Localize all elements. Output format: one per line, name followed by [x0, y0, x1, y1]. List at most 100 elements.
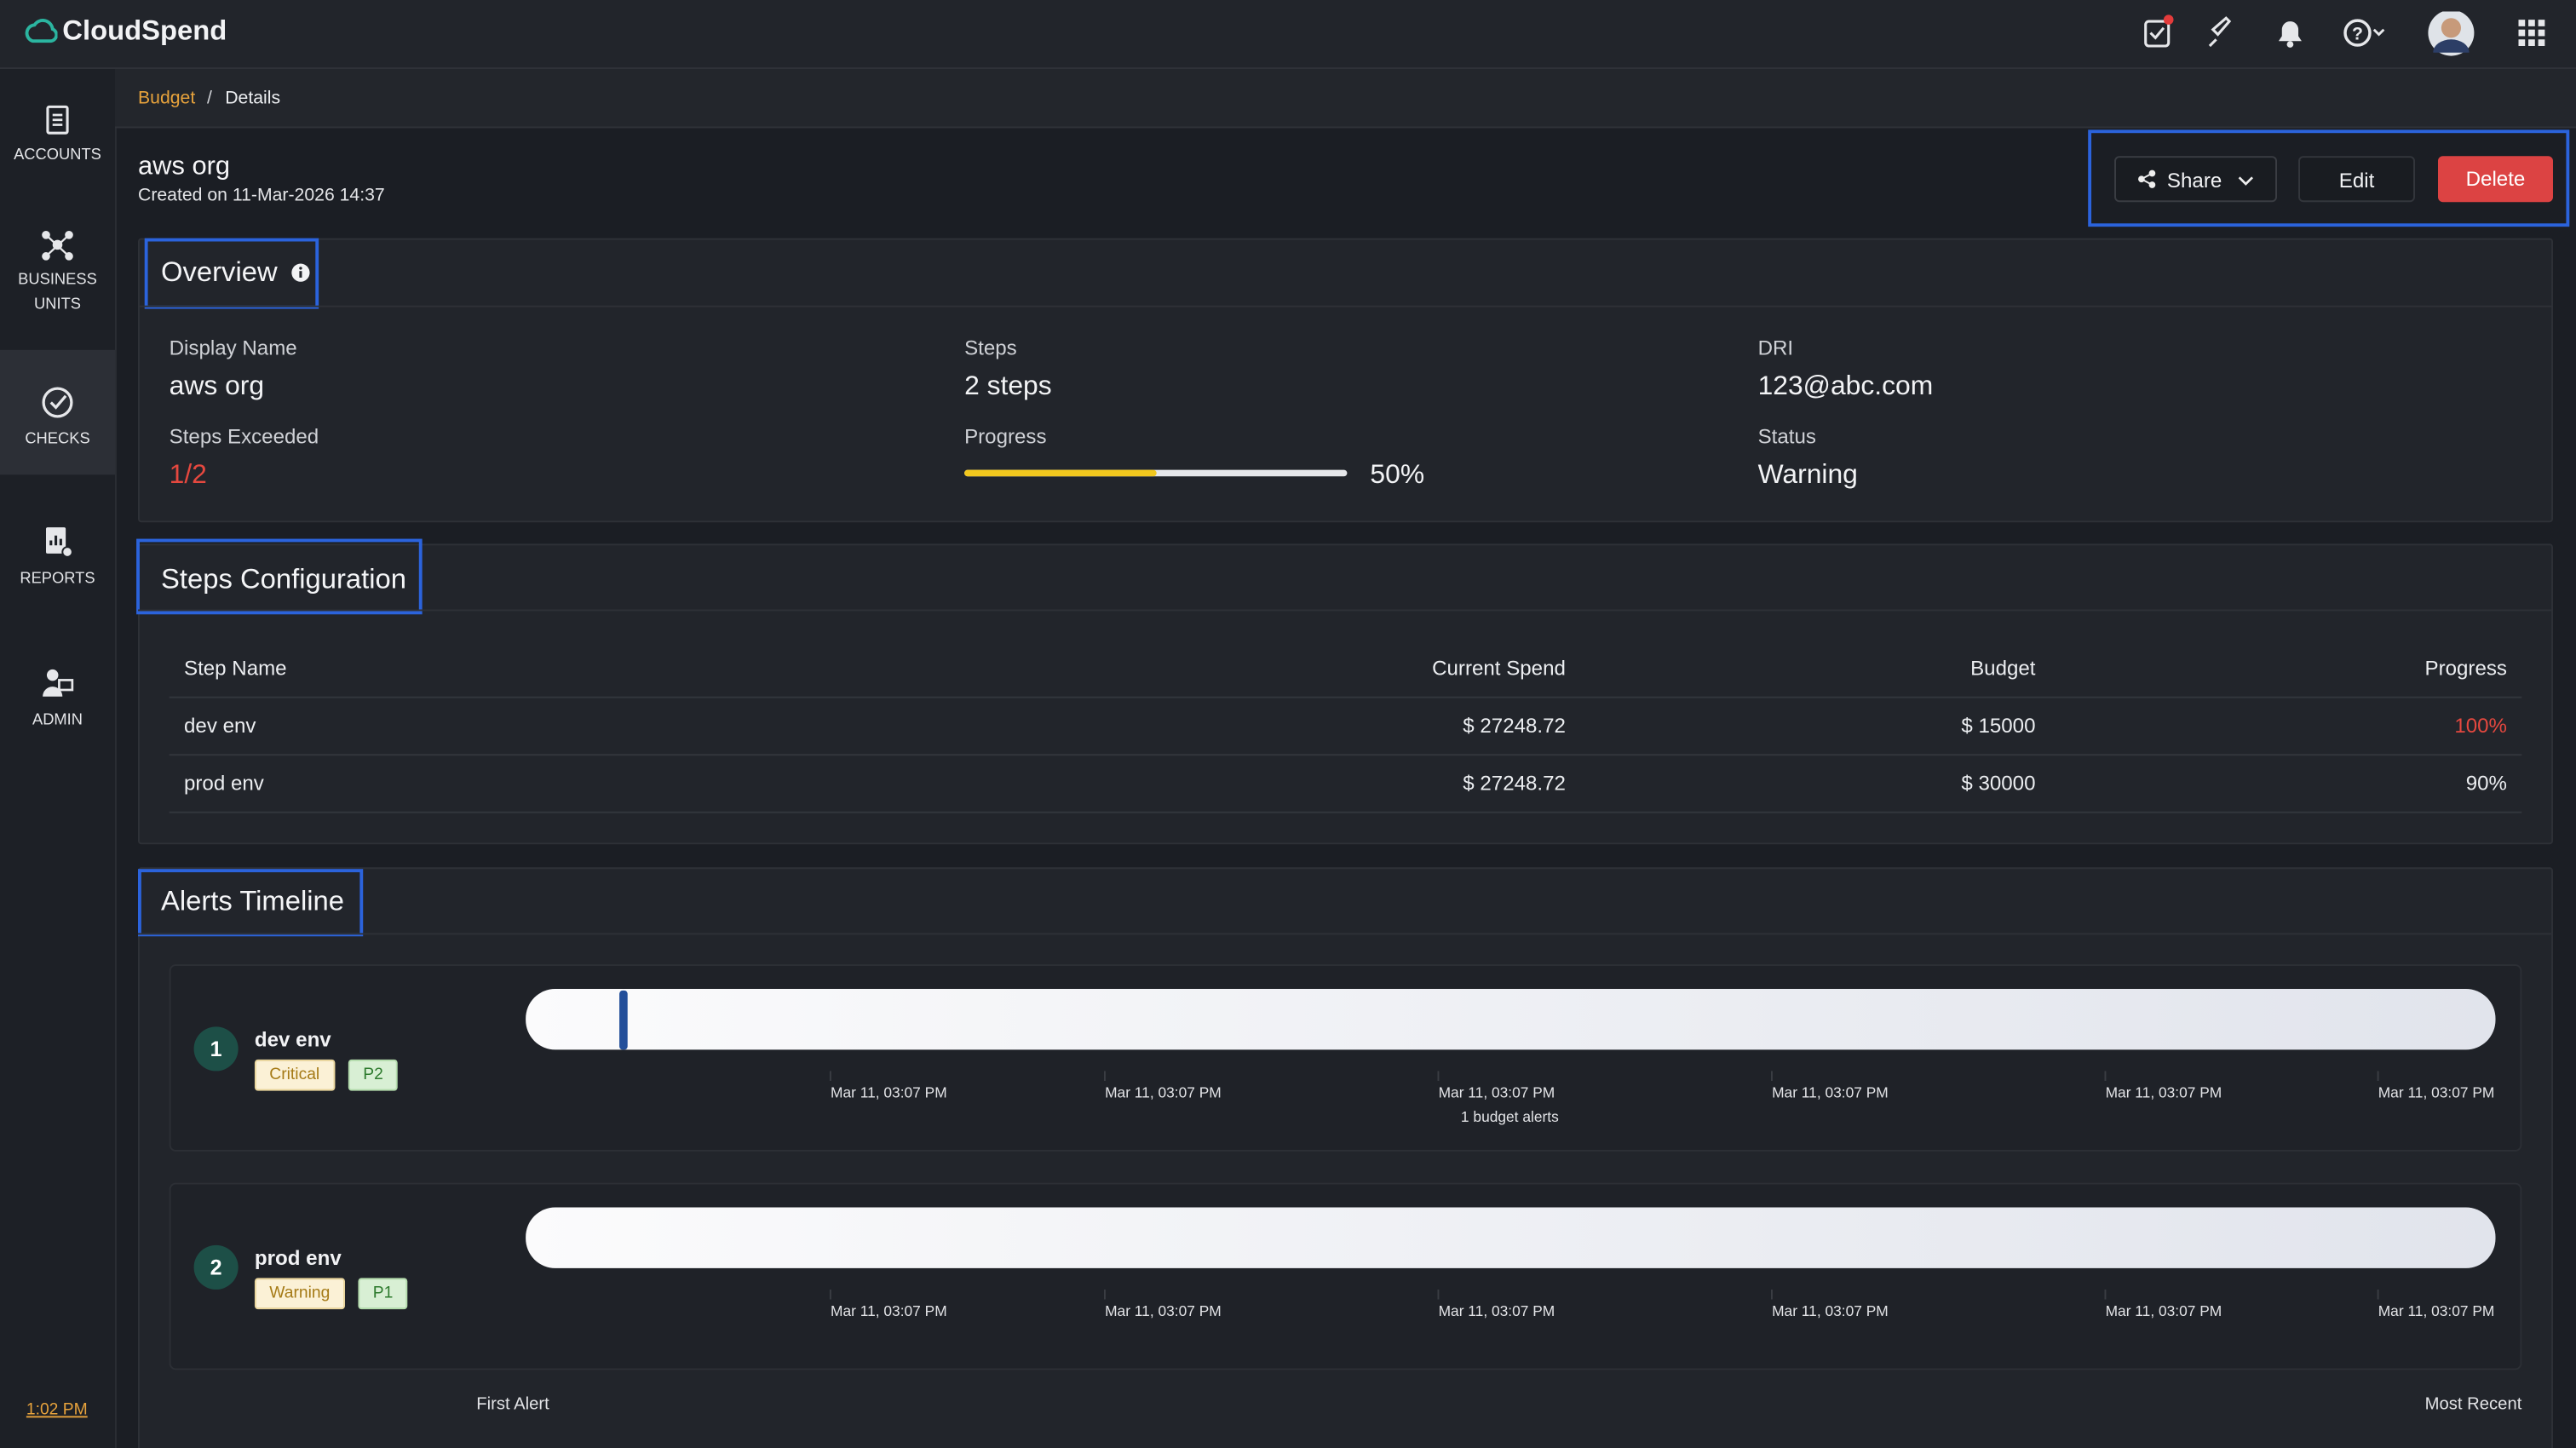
section-title: Alerts Timeline: [160, 885, 345, 917]
nav-item[interactable]: CHECKS: [0, 349, 115, 475]
alert-marker[interactable]: [619, 990, 628, 1050]
budget-name: aws org: [137, 152, 231, 181]
progress-fill: [964, 469, 1156, 477]
cell: $ 15000: [1961, 714, 2036, 738]
breadcrumb-link[interactable]: Budget: [137, 89, 196, 109]
field-label: Steps Exceeded: [169, 425, 319, 449]
tick-label: Mar 11, 03:07 PM: [2378, 1302, 2495, 1319]
tick-label: Mar 11, 03:07 PM: [2105, 1302, 2222, 1319]
nav-item[interactable]: REPORTS: [0, 524, 115, 591]
cell: dev env: [183, 714, 256, 738]
priority-tag: P2: [348, 1059, 399, 1091]
icon: [46, 105, 69, 135]
tick-label: Mar 11, 03:07 PM: [1105, 1302, 1222, 1319]
title-text: Overview: [160, 256, 278, 288]
column-header: Step Name: [183, 657, 287, 681]
divider: [137, 609, 2553, 612]
cell: 100%: [2454, 714, 2507, 738]
step-name: dev env: [254, 1028, 331, 1052]
highlight-box: [2088, 129, 2570, 227]
timeline-bar: [526, 988, 2496, 1050]
axis-caption: Most Recent: [2424, 1394, 2522, 1415]
tick-label: Mar 11, 03:07 PM: [1772, 1302, 1889, 1319]
column-header: Budget: [1970, 657, 2036, 681]
logo: [25, 19, 58, 43]
tick-mark: [1437, 1071, 1440, 1081]
tick-label: Mar 11, 03:07 PM: [831, 1083, 947, 1101]
progress-label: 50%: [1370, 459, 1425, 490]
brand[interactable]: CloudSpend: [62, 14, 227, 46]
severity-tag: Warning: [254, 1278, 345, 1310]
tick-mark: [1437, 1289, 1440, 1300]
nav-label: CHECKS: [25, 430, 90, 449]
tick-mark: [2104, 1071, 2107, 1081]
svg-text:?: ?: [2352, 24, 2363, 43]
tick-label: Mar 11, 03:07 PM: [831, 1302, 947, 1319]
delete-button[interactable]: Delete: [2437, 156, 2553, 203]
progress-track: [964, 469, 1348, 477]
clock[interactable]: 1:02 PM: [26, 1401, 88, 1420]
cell: prod env: [183, 772, 264, 796]
share-button[interactable]: Share: [2114, 156, 2277, 203]
tick-mark: [1770, 1289, 1773, 1300]
nav-item[interactable]: BUSINESS UNITS: [0, 228, 115, 317]
tick-label: Mar 11, 03:07 PM: [2378, 1083, 2495, 1101]
column-header: Current Spend: [1432, 657, 1566, 681]
highlight-box: [137, 869, 364, 937]
severity-tag: Critical: [254, 1059, 335, 1091]
edit-button[interactable]: Edit: [2298, 156, 2415, 203]
divider: [137, 305, 2553, 307]
tick-mark: [829, 1071, 831, 1081]
nav-label: REPORTS: [20, 570, 95, 589]
section-title: Steps Configuration: [160, 563, 406, 595]
icon: [42, 230, 73, 261]
top-icons[interactable]: ?: [2136, 11, 2562, 57]
tick-mark: [2104, 1289, 2107, 1300]
column-header: Progress: [2424, 657, 2507, 681]
field-value: Warning: [1757, 459, 1858, 490]
field-value: 1/2: [169, 459, 207, 490]
cell: $ 30000: [1961, 772, 2036, 796]
icon: [2138, 170, 2156, 188]
icon: [43, 669, 74, 697]
icon: [2238, 176, 2253, 186]
field-label: Steps: [964, 336, 1017, 360]
alert-count: 1 budget alerts: [1460, 1108, 1559, 1126]
tick-mark: [1770, 1071, 1773, 1081]
tick-label: Mar 11, 03:07 PM: [1438, 1302, 1555, 1319]
section-title: Overview: [161, 256, 310, 290]
axis-caption: First Alert: [476, 1394, 549, 1415]
field-value: 2 steps: [964, 371, 1052, 401]
cell: 90%: [2465, 772, 2507, 796]
info-icon[interactable]: [290, 263, 310, 283]
tick-label: Mar 11, 03:07 PM: [1772, 1083, 1889, 1101]
field-label: Status: [1757, 425, 1816, 449]
tick-mark: [829, 1289, 831, 1300]
row-divider: [169, 754, 2522, 756]
steps-card: [137, 543, 2553, 845]
field-label: Display Name: [169, 336, 297, 360]
step-name: prod env: [254, 1246, 342, 1270]
row-divider: [169, 696, 2522, 698]
nav-item[interactable]: ACCOUNTS: [0, 103, 115, 167]
overview-card: [137, 238, 2553, 523]
button-label: Share: [2166, 169, 2222, 192]
tick-label: Mar 11, 03:07 PM: [2105, 1083, 2222, 1101]
tick-mark: [1103, 1071, 1106, 1081]
nav-label: ACCOUNTS: [14, 146, 101, 164]
highlight-box: [136, 538, 423, 615]
created-date: Created on 11-Mar-2026 14:37: [137, 185, 385, 206]
breadcrumb-current: Details: [225, 89, 281, 109]
nav-label: BUSINESS UNITS: [18, 271, 97, 314]
row-divider: [169, 811, 2522, 813]
cell: $ 27248.72: [1463, 772, 1566, 796]
divider: [137, 933, 2553, 935]
nav-item[interactable]: ADMIN: [0, 665, 115, 733]
tick-mark: [2377, 1071, 2379, 1081]
tick-mark: [2377, 1289, 2379, 1300]
tick-label: Mar 11, 03:07 PM: [1438, 1083, 1555, 1101]
tick-label: Mar 11, 03:07 PM: [1105, 1083, 1222, 1101]
field-label: Progress: [964, 425, 1047, 449]
priority-tag: P1: [358, 1278, 408, 1310]
